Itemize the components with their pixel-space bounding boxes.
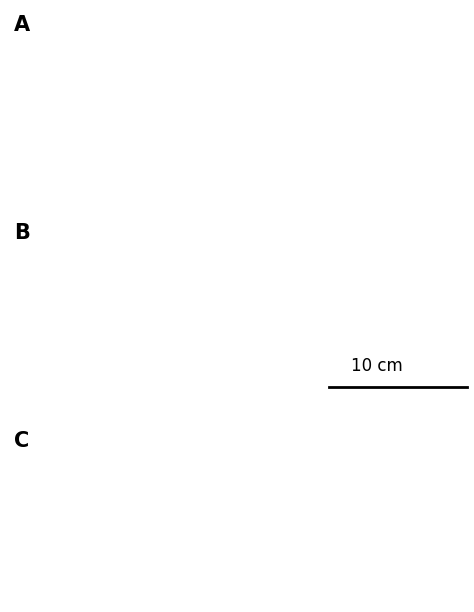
Text: 10 cm: 10 cm (351, 357, 403, 375)
Text: A: A (14, 15, 30, 35)
Text: C: C (14, 431, 29, 452)
Text: B: B (14, 223, 30, 244)
